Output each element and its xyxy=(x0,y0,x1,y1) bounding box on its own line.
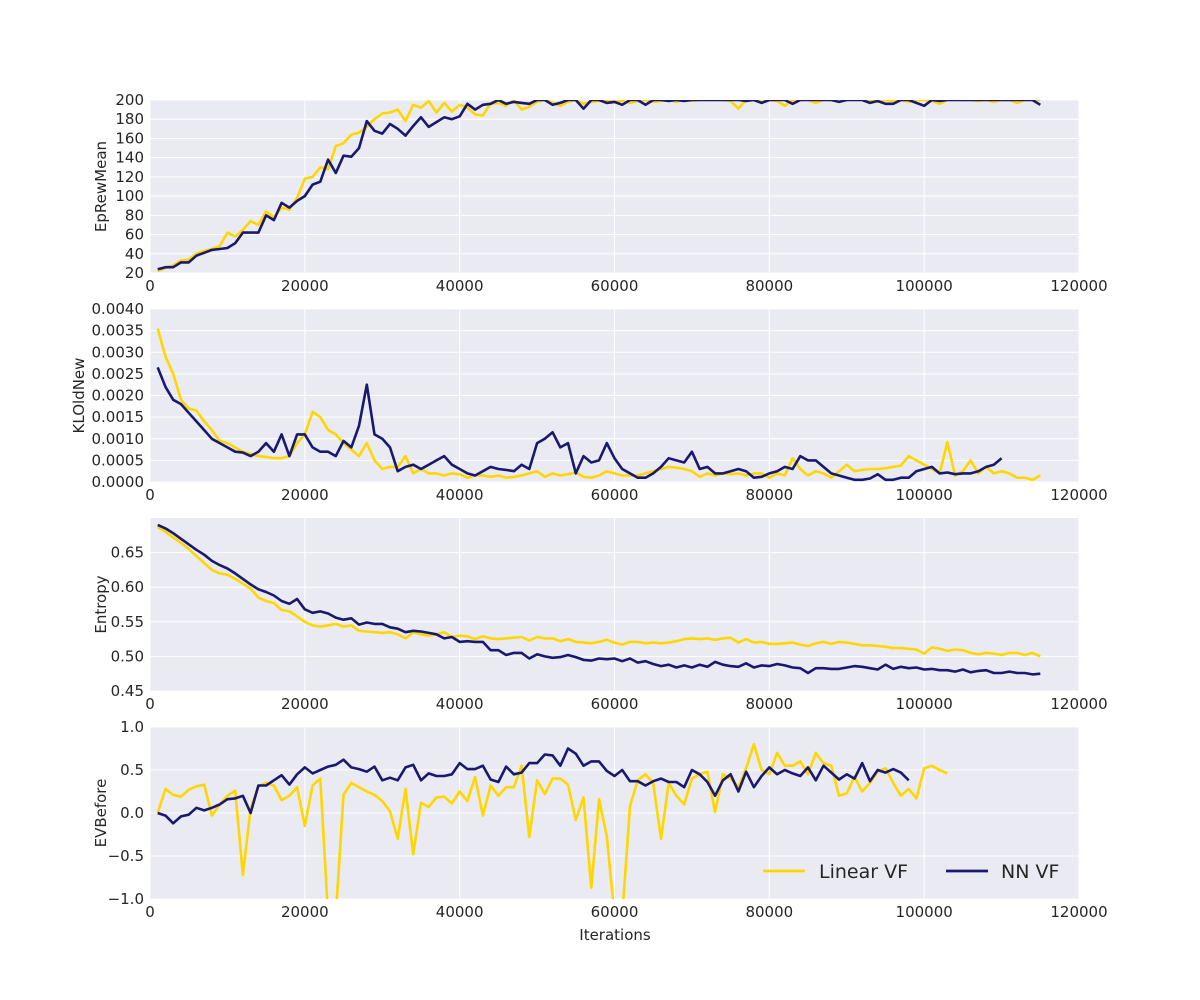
x-tick-label: 0 xyxy=(145,695,155,713)
y-tick-label: 0.5 xyxy=(120,761,144,779)
y-tick-label: 0.0020 xyxy=(92,387,145,405)
x-tick-label: 20000 xyxy=(281,903,329,921)
x-tick-label: 100000 xyxy=(896,903,953,921)
y-tick-label: 100 xyxy=(115,187,144,205)
y-tick-label: 1.0 xyxy=(120,718,144,736)
x-tick-label: 20000 xyxy=(281,277,329,295)
x-tick-label: 0 xyxy=(145,903,155,921)
y-axis-label-entropy: Entropy xyxy=(92,575,110,633)
y-tick-label: 0.0005 xyxy=(92,451,145,469)
x-tick-label: 60000 xyxy=(591,695,639,713)
x-tick-label: 80000 xyxy=(745,695,793,713)
x-tick-label: 100000 xyxy=(896,695,953,713)
y-axis-label-eprewmean: EpRewMean xyxy=(92,141,110,232)
x-tick-label: 40000 xyxy=(436,486,484,504)
y-tick-label: 0.0030 xyxy=(92,343,145,361)
series-line-nn-vf-kloldnew xyxy=(156,366,1003,482)
series-line-linear-vf-evbefore xyxy=(156,742,948,899)
x-tick-label: 120000 xyxy=(1050,277,1107,295)
x-tick-label: 80000 xyxy=(745,486,793,504)
subplots: 0 20000 40000 60000 80000 100000 1200002040608… xyxy=(70,91,1108,921)
y-tick-label: 20 xyxy=(125,264,144,282)
legend-label-linear-vf: Linear VF xyxy=(819,861,908,883)
y-tick-label: 140 xyxy=(115,149,144,167)
x-tick-label: 40000 xyxy=(436,903,484,921)
y-tick-label: 0.0025 xyxy=(92,365,145,383)
x-tick-label: 60000 xyxy=(591,903,639,921)
y-tick-label: 0.55 xyxy=(111,613,144,631)
subplot-evbefore: 0 20000 40000 60000 80000 100000 120000 −1.0 −0.… xyxy=(92,718,1108,921)
x-tick-label: 100000 xyxy=(896,486,953,504)
y-tick-label: 200 xyxy=(115,91,144,109)
x-tick-label: 20000 xyxy=(281,695,329,713)
y-tick-label: 0.0035 xyxy=(92,322,145,340)
x-tick-label: 120000 xyxy=(1050,903,1107,921)
y-axis-label-kloldnew: KLOldNew xyxy=(70,358,88,434)
legend: Linear VF NN VF xyxy=(763,861,1059,883)
x-tick-label: 60000 xyxy=(591,486,639,504)
x-tick-label: 0 xyxy=(145,486,155,504)
x-tick-label: 60000 xyxy=(591,277,639,295)
y-tick-label: −0.5 xyxy=(108,847,144,865)
y-tick-label: 40 xyxy=(125,245,144,263)
legend-label-nn-vf: NN VF xyxy=(1001,861,1059,883)
subplot-kloldnew: 0 20000 40000 60000 80000 100000 120000 0.0000 0… xyxy=(70,300,1108,504)
x-tick-label: 0 xyxy=(145,277,155,295)
y-tick-label: 0.0015 xyxy=(92,408,145,426)
x-tick-label: 40000 xyxy=(436,277,484,295)
x-tick-label: 120000 xyxy=(1050,486,1107,504)
y-tick-label: 80 xyxy=(125,206,144,224)
x-tick-label: 120000 xyxy=(1050,695,1107,713)
y-tick-label: 60 xyxy=(125,226,144,244)
x-tick-label: 80000 xyxy=(745,277,793,295)
y-tick-label: 0.0040 xyxy=(92,300,145,318)
series-line-nn-vf-evbefore xyxy=(157,747,910,825)
y-tick-label: 0.45 xyxy=(111,682,144,700)
y-tick-label: 0.60 xyxy=(111,578,144,596)
y-tick-label: 0.0 xyxy=(120,804,144,822)
subplot-entropy: 0 20000 40000 60000 80000 100000 120000 0.45 0.5… xyxy=(92,518,1108,713)
x-tick-label: 40000 xyxy=(436,695,484,713)
series-line-nn-vf-eprewmean xyxy=(157,100,1041,271)
y-tick-label: 0.0010 xyxy=(92,430,145,448)
y-tick-label: 0.0000 xyxy=(92,473,145,491)
y-tick-label: 120 xyxy=(115,168,144,186)
y-axis-label-evbefore: EVBefore xyxy=(92,779,110,848)
y-tick-label: 0.65 xyxy=(111,544,144,562)
series-line-linear-vf-entropy xyxy=(157,525,1041,658)
series-line-nn-vf-entropy xyxy=(157,523,1041,676)
x-tick-label: 100000 xyxy=(896,277,953,295)
x-axis-label: Iterations xyxy=(579,926,651,944)
x-tick-label: 20000 xyxy=(281,486,329,504)
y-tick-label: 0.50 xyxy=(111,647,144,665)
y-tick-label: 180 xyxy=(115,110,144,128)
y-tick-label: −1.0 xyxy=(108,890,144,908)
x-tick-label: 80000 xyxy=(745,903,793,921)
y-tick-label: 160 xyxy=(115,129,144,147)
